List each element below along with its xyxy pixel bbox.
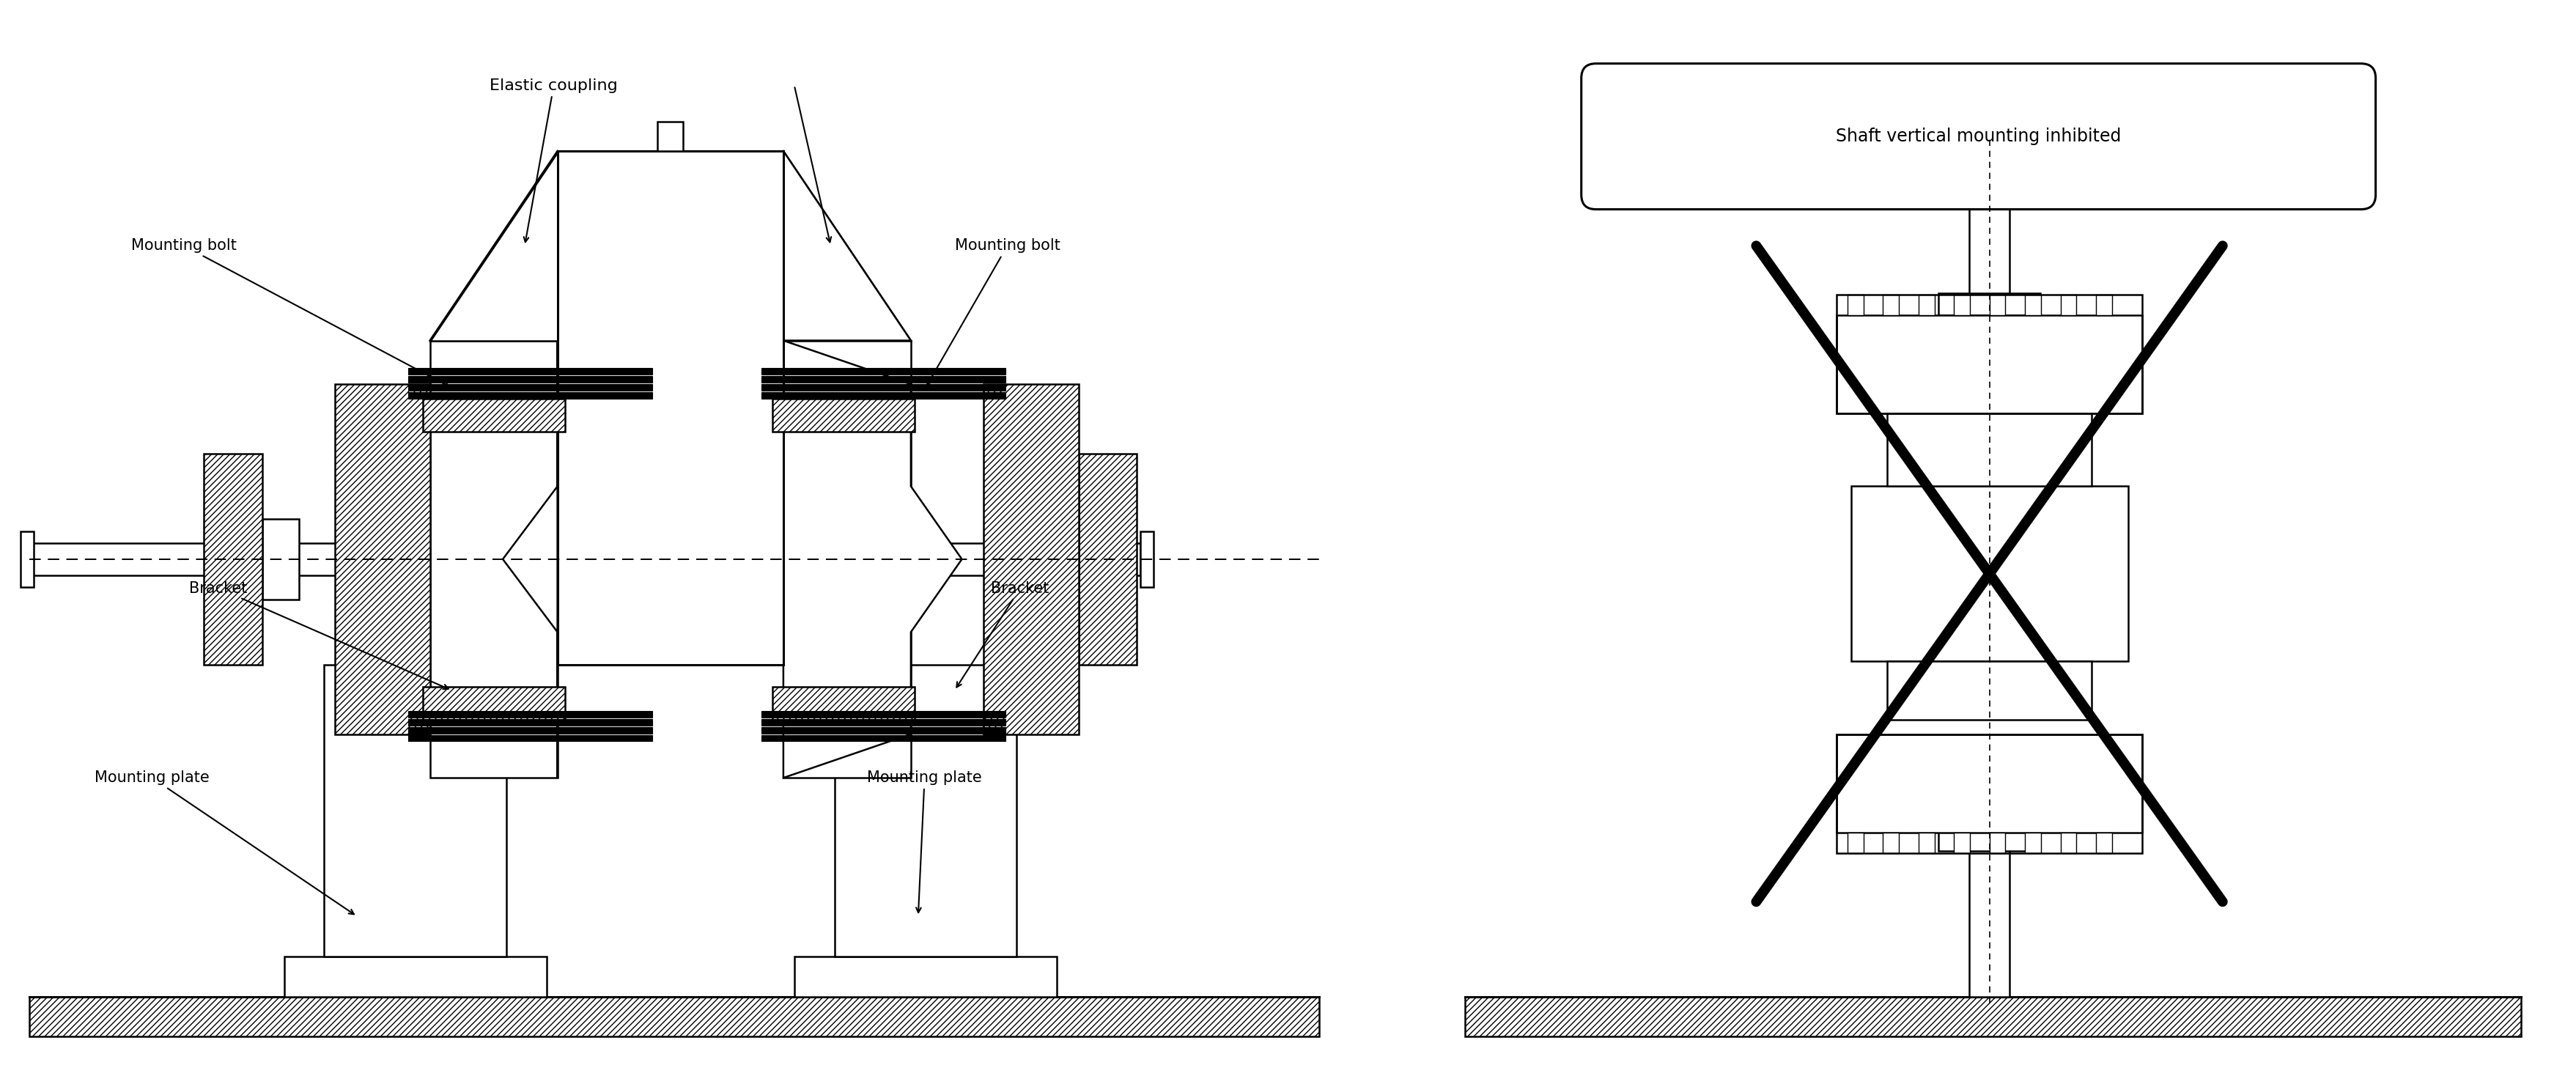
Bar bbox=[407, 392, 652, 399]
Bar bbox=[762, 392, 1005, 399]
Bar bbox=[2061, 833, 2076, 853]
Text: Bracket: Bracket bbox=[956, 580, 1048, 687]
Bar bbox=[1953, 295, 1971, 315]
Bar bbox=[28, 997, 1319, 1037]
Bar bbox=[1886, 413, 2092, 486]
Bar bbox=[1837, 295, 2141, 413]
Bar bbox=[1917, 833, 1935, 853]
Bar bbox=[1937, 293, 2040, 315]
Bar bbox=[407, 727, 652, 734]
Bar bbox=[762, 719, 1005, 725]
Bar bbox=[773, 399, 914, 432]
Bar bbox=[2061, 295, 2076, 315]
Bar bbox=[335, 384, 430, 734]
Bar bbox=[762, 727, 1005, 734]
Polygon shape bbox=[783, 340, 961, 778]
Bar bbox=[1989, 295, 2004, 315]
Bar bbox=[762, 735, 1005, 741]
Bar bbox=[28, 544, 402, 575]
Polygon shape bbox=[430, 151, 556, 340]
Bar bbox=[263, 520, 299, 599]
Bar bbox=[1953, 833, 1971, 853]
Bar bbox=[1079, 453, 1136, 665]
Bar bbox=[762, 368, 1005, 375]
Bar bbox=[1937, 829, 2040, 851]
Bar bbox=[1837, 315, 2141, 413]
Polygon shape bbox=[502, 340, 556, 778]
Bar bbox=[1886, 661, 2092, 720]
Text: Bracket: Bracket bbox=[191, 580, 448, 689]
Bar bbox=[1850, 486, 2128, 661]
Bar bbox=[1883, 833, 1899, 853]
Bar bbox=[773, 687, 914, 720]
Text: Mounting plate: Mounting plate bbox=[868, 771, 981, 913]
Bar bbox=[835, 665, 1018, 957]
Bar bbox=[762, 384, 1005, 391]
Bar bbox=[1837, 734, 2141, 833]
Bar bbox=[2025, 295, 2040, 315]
Bar bbox=[793, 957, 1056, 997]
Bar bbox=[407, 735, 652, 741]
Bar bbox=[762, 376, 1005, 383]
Bar bbox=[2094, 833, 2112, 853]
Bar bbox=[1847, 295, 1862, 315]
Bar bbox=[1968, 836, 2009, 997]
Bar bbox=[1463, 997, 2522, 1037]
Bar bbox=[657, 122, 683, 151]
Bar bbox=[762, 711, 1005, 717]
Text: Elastic coupling: Elastic coupling bbox=[489, 78, 618, 242]
Bar bbox=[783, 340, 912, 778]
Bar bbox=[1141, 532, 1154, 587]
Bar bbox=[407, 711, 652, 717]
Text: Shaft vertical mounting inhibited: Shaft vertical mounting inhibited bbox=[1834, 127, 2120, 146]
Bar bbox=[325, 665, 507, 957]
Bar bbox=[1041, 520, 1079, 599]
Bar bbox=[204, 453, 263, 665]
FancyBboxPatch shape bbox=[1582, 63, 2375, 210]
Bar bbox=[2094, 295, 2112, 315]
Bar bbox=[783, 544, 1141, 575]
Bar bbox=[1989, 833, 2004, 853]
Bar bbox=[1883, 295, 1899, 315]
Bar bbox=[283, 957, 546, 997]
Text: Mounting bolt: Mounting bolt bbox=[131, 238, 448, 386]
Text: Mounting plate: Mounting plate bbox=[95, 771, 353, 914]
Bar bbox=[407, 368, 652, 375]
Bar bbox=[407, 384, 652, 391]
Bar bbox=[556, 151, 783, 665]
Bar bbox=[430, 340, 556, 778]
Bar bbox=[21, 532, 33, 587]
Bar bbox=[1917, 295, 1935, 315]
Bar bbox=[984, 384, 1079, 734]
Bar bbox=[1847, 833, 1862, 853]
Text: Mounting bolt: Mounting bolt bbox=[927, 238, 1059, 385]
Bar bbox=[1837, 734, 2141, 853]
Bar bbox=[407, 719, 652, 725]
Bar bbox=[1968, 137, 2009, 297]
Bar bbox=[2025, 833, 2040, 853]
Polygon shape bbox=[783, 151, 912, 340]
Bar bbox=[407, 376, 652, 383]
Bar bbox=[422, 399, 564, 432]
Bar bbox=[422, 687, 564, 720]
